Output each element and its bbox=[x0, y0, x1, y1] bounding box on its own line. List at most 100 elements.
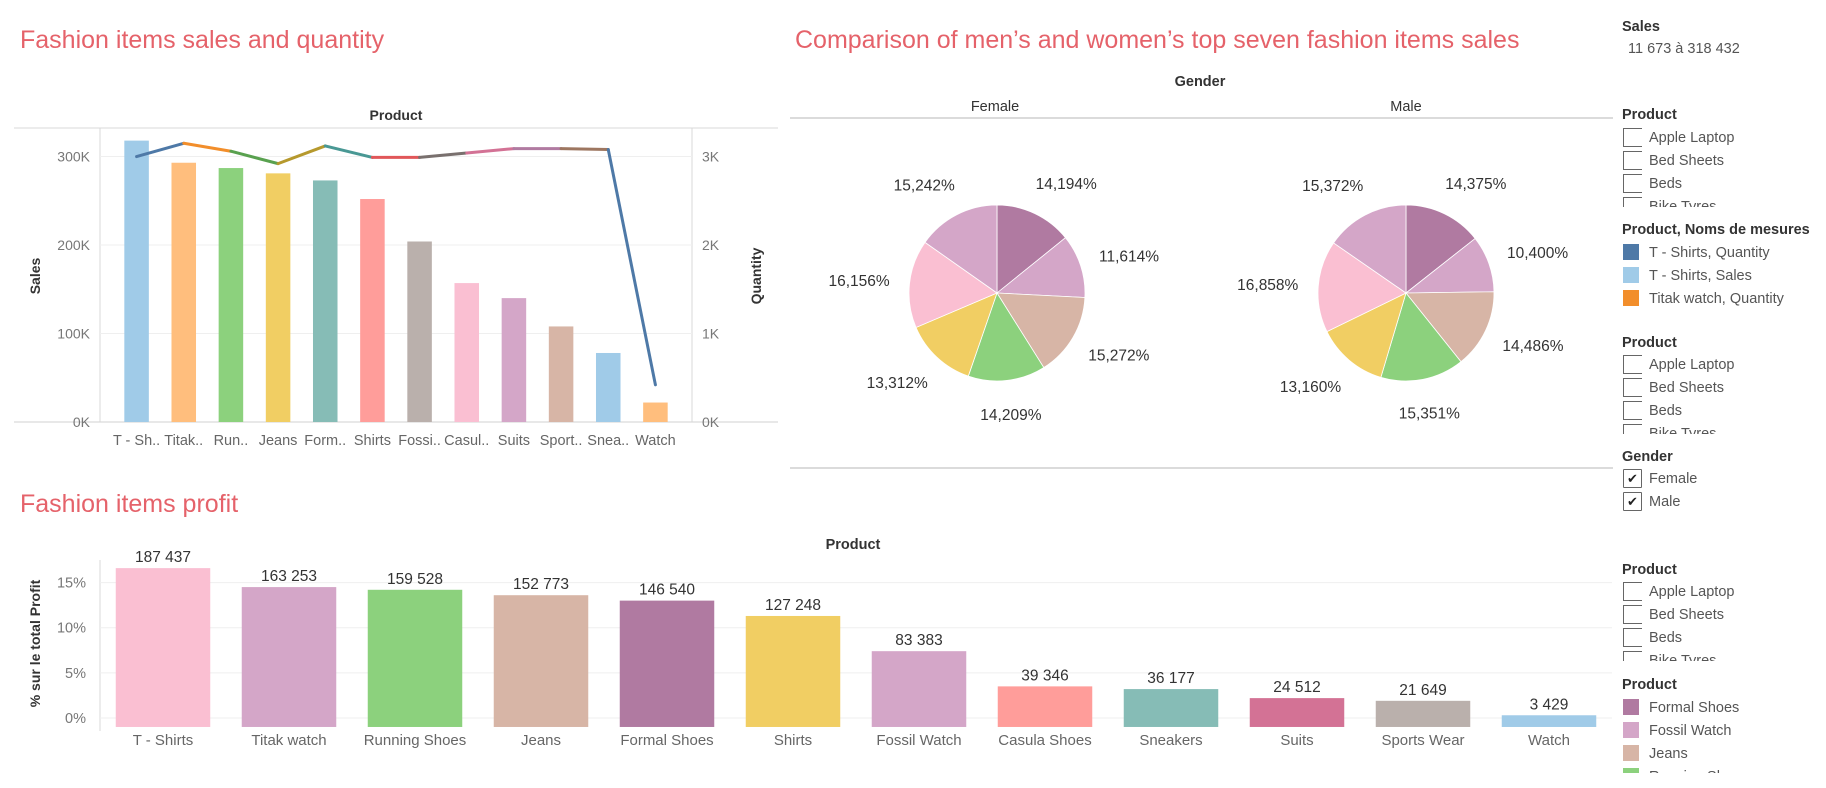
sales-range-value[interactable]: 11 673 à 318 432 bbox=[1628, 41, 1740, 57]
legend-measures-item[interactable]: Titak watch, Quantity bbox=[1622, 288, 1826, 311]
y2-axis-title: Quantity bbox=[748, 247, 764, 304]
profit-bar bbox=[367, 589, 463, 727]
checkbox[interactable] bbox=[1623, 151, 1642, 170]
checkbox-checked[interactable]: ✔ bbox=[1623, 492, 1642, 511]
item-label: Beds bbox=[1649, 630, 1683, 646]
pie-slice-label: 13,312% bbox=[867, 375, 928, 392]
x-tick-label: Fossil Watch bbox=[876, 732, 961, 749]
pie-slice-label: 14,375% bbox=[1445, 176, 1506, 193]
quantity-line-segment bbox=[418, 151, 469, 159]
legend-swatch[interactable] bbox=[1623, 267, 1639, 283]
checkbox[interactable] bbox=[1623, 355, 1642, 374]
x-tick-label: T - Sh.. bbox=[113, 433, 160, 449]
product-filter-1-item[interactable]: Bike Tyres bbox=[1622, 196, 1826, 207]
checkbox-checked[interactable]: ✔ bbox=[1623, 469, 1642, 488]
legend-measures-item[interactable]: T - Shirts, Sales bbox=[1622, 265, 1826, 288]
profit-bar bbox=[871, 651, 967, 727]
legend-profit-item[interactable]: Fossil Watch bbox=[1622, 720, 1826, 743]
product-filter-3-list[interactable]: Apple Laptop Bed Sheets Beds Bike Tyres bbox=[1622, 581, 1826, 661]
measures-legend-header: Product, Noms de mesures bbox=[1622, 222, 1810, 238]
sales-filter-header: Sales bbox=[1622, 19, 1660, 35]
x-tick-label: Casul.. bbox=[444, 433, 489, 449]
pie-slice-jeans bbox=[996, 292, 1086, 369]
product-filter-1-item[interactable]: Bed Sheets bbox=[1622, 150, 1826, 173]
gender-filter-item[interactable]: ✔ Male bbox=[1622, 491, 1826, 514]
profit-bar bbox=[493, 595, 589, 727]
product-filter-1-list[interactable]: Apple Laptop Bed Sheets Beds Bike Tyres bbox=[1622, 127, 1826, 207]
pie-slice-label: 14,194% bbox=[1036, 176, 1097, 193]
pie-slice-label: 15,372% bbox=[1302, 178, 1363, 195]
product-filter-1-item[interactable]: Beds bbox=[1622, 173, 1826, 196]
checkbox[interactable] bbox=[1623, 197, 1642, 207]
item-label: T - Shirts, Quantity bbox=[1649, 245, 1770, 261]
product-filter-3-item[interactable]: Apple Laptop bbox=[1622, 581, 1826, 604]
product-filter-2-item[interactable]: Bed Sheets bbox=[1622, 377, 1826, 400]
pie-slice-formal bbox=[996, 204, 1067, 294]
product-filter-3-header: Product bbox=[1622, 562, 1677, 578]
sales-quantity-chart[interactable]: Product Sales Quantity 0K 100K 200K 300K 0K 1K 2K… bbox=[0, 100, 790, 460]
pie-header-male: Male bbox=[1390, 99, 1421, 115]
product-filter-2-item[interactable]: Apple Laptop bbox=[1622, 354, 1826, 377]
item-label: Apple Laptop bbox=[1649, 584, 1735, 600]
gender-comparison-title: Comparison of men’s and women’s top seve… bbox=[795, 26, 1520, 54]
product-filter-3-item[interactable]: Bed Sheets bbox=[1622, 604, 1826, 627]
legend-profit-item[interactable]: Formal Shoes bbox=[1622, 697, 1826, 720]
gender-filter-list[interactable]: ✔ Female ✔ Male bbox=[1622, 468, 1826, 518]
profit-data-label: 163 253 bbox=[261, 568, 317, 585]
y2-tick-label: 3K bbox=[702, 149, 720, 165]
profit-data-label: 146 540 bbox=[639, 582, 695, 599]
legend-swatch[interactable] bbox=[1623, 699, 1639, 715]
legend-swatch[interactable] bbox=[1623, 768, 1639, 773]
legend-swatch[interactable] bbox=[1623, 290, 1639, 306]
x-axis-title: Product bbox=[826, 537, 881, 553]
profit-bar bbox=[1249, 698, 1345, 727]
product-filter-2-item[interactable]: Bike Tyres bbox=[1622, 423, 1826, 434]
item-label: Apple Laptop bbox=[1649, 357, 1735, 373]
x-tick-label: Run.. bbox=[214, 433, 249, 449]
profit-data-label: 187 437 bbox=[135, 549, 191, 566]
item-label: Bike Tyres bbox=[1649, 199, 1717, 207]
item-label: Apple Laptop bbox=[1649, 130, 1735, 146]
sales-bar bbox=[407, 241, 432, 422]
gender-pie-chart[interactable]: Gender Female 14,194% 11,614% 15,272% 14,209%… bbox=[785, 65, 1615, 475]
profit-bar bbox=[745, 615, 841, 727]
product-filter-3-item[interactable]: Bike Tyres bbox=[1622, 650, 1826, 661]
x-tick-label: Form.. bbox=[304, 433, 346, 449]
checkbox[interactable] bbox=[1623, 401, 1642, 420]
profit-bar bbox=[241, 587, 337, 727]
legend-swatch[interactable] bbox=[1623, 722, 1639, 738]
quantity-line-segment bbox=[276, 144, 327, 166]
checkbox[interactable] bbox=[1623, 424, 1642, 434]
product-filter-2-item[interactable]: Beds bbox=[1622, 400, 1826, 423]
checkbox[interactable] bbox=[1623, 378, 1642, 397]
product-filter-3-item[interactable]: Beds bbox=[1622, 627, 1826, 650]
checkbox[interactable] bbox=[1623, 128, 1642, 147]
checkbox[interactable] bbox=[1623, 582, 1642, 601]
profit-legend-list[interactable]: Formal Shoes Fossil Watch Jeans Running Sho… bbox=[1622, 697, 1826, 773]
checkbox[interactable] bbox=[1623, 628, 1642, 647]
legend-swatch[interactable] bbox=[1623, 244, 1639, 260]
profit-data-label: 159 528 bbox=[387, 571, 443, 588]
x-tick-label: Jeans bbox=[521, 732, 561, 749]
legend-profit-item[interactable]: Running Shoes bbox=[1622, 766, 1826, 773]
item-label: Beds bbox=[1649, 176, 1683, 192]
profit-data-label: 152 773 bbox=[513, 576, 569, 593]
profit-data-label: 36 177 bbox=[1147, 670, 1194, 687]
pie-slice-tshirts bbox=[1317, 242, 1407, 333]
item-label: Male bbox=[1649, 494, 1681, 510]
checkbox[interactable] bbox=[1623, 651, 1642, 661]
legend-measures-item[interactable]: T - Shirts, Quantity bbox=[1622, 242, 1826, 265]
legend-swatch[interactable] bbox=[1623, 745, 1639, 761]
pie-slice-label: 14,209% bbox=[980, 407, 1041, 424]
pie-slice-label: 11,614% bbox=[1099, 248, 1159, 265]
legend-profit-item[interactable]: Jeans bbox=[1622, 743, 1826, 766]
checkbox[interactable] bbox=[1623, 605, 1642, 624]
checkbox[interactable] bbox=[1623, 174, 1642, 193]
pie-header-female: Female bbox=[971, 99, 1019, 115]
product-filter-1-item[interactable]: Apple Laptop bbox=[1622, 127, 1826, 150]
gender-filter-item[interactable]: ✔ Female bbox=[1622, 468, 1826, 491]
measures-legend-list[interactable]: T - Shirts, Quantity T - Shirts, Sales Tit… bbox=[1622, 242, 1826, 318]
profit-chart[interactable]: Product % sur le total Profit 0% 5% 10% 15% 18… bbox=[0, 530, 1615, 788]
product-filter-2-list[interactable]: Apple Laptop Bed Sheets Beds Bike Tyres bbox=[1622, 354, 1826, 434]
x-tick-label: Watch bbox=[635, 433, 676, 449]
